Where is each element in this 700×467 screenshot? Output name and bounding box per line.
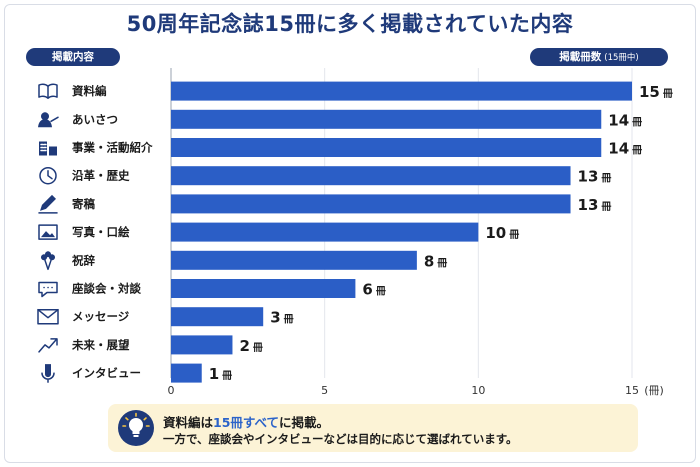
building-icon	[39, 141, 57, 156]
data-label-unit: 冊	[601, 173, 611, 185]
data-label-value: 6	[362, 281, 372, 299]
note-line-2: 一方で、座談会やインタビューなどは目的に応じて選ばれています。	[163, 432, 518, 446]
bar	[171, 307, 264, 327]
category-label: インタビュー	[72, 366, 141, 380]
bar	[171, 335, 233, 355]
bar	[171, 250, 417, 270]
data-label-value: 3	[270, 309, 280, 327]
bouquet-icon	[41, 251, 56, 271]
data-label-unit: 冊	[509, 229, 519, 241]
data-label: 10 冊	[485, 224, 519, 242]
bar	[171, 279, 356, 298]
category-label: 資料編	[72, 84, 107, 98]
mail-icon	[37, 308, 59, 325]
data-label-unit: 冊	[284, 314, 294, 326]
category-label: 祝辞	[72, 253, 95, 267]
bar	[171, 109, 602, 129]
tick-label: 10	[471, 384, 485, 397]
data-label-unit: 冊	[376, 286, 386, 298]
category-label: 未来・展望	[71, 338, 130, 352]
category-label: 事業・活動紹介	[72, 141, 153, 155]
bar	[171, 222, 479, 242]
category-label: 座談会・対談	[71, 282, 141, 296]
data-label-unit: 冊	[632, 145, 642, 157]
note-line-1-start: 資料編は	[163, 415, 214, 430]
trend-icon	[38, 338, 58, 353]
data-label-unit: 冊	[601, 201, 611, 213]
lightbulb-icon	[118, 410, 154, 446]
photo-icon	[38, 224, 58, 240]
microphone-icon	[41, 364, 55, 383]
data-label-value: 10	[485, 224, 506, 242]
note-line-1-end: に掲載。	[279, 415, 330, 430]
data-label-value: 13	[578, 196, 599, 214]
person-icon	[38, 112, 59, 128]
category-label: あいさつ	[72, 112, 118, 126]
tick-label: 0	[168, 384, 175, 397]
data-label-value: 8	[424, 252, 434, 270]
data-label-unit: 冊	[222, 370, 232, 382]
data-label: 13 冊	[578, 196, 612, 214]
pen-icon	[38, 194, 58, 214]
data-label-value: 13	[578, 168, 599, 186]
bar	[171, 363, 202, 383]
bar	[171, 138, 602, 157]
value-axis-header: 掲載冊数 (15冊中)	[530, 48, 668, 66]
data-label-value: 1	[209, 365, 219, 383]
bar	[171, 194, 571, 214]
note-highlight: 15冊すべて	[213, 415, 280, 430]
category-label: 写真・口絵	[72, 225, 130, 239]
bar	[171, 166, 571, 186]
data-label-unit: 冊	[632, 116, 642, 128]
category-label: 寄稿	[72, 197, 95, 211]
chat-icon	[38, 281, 58, 298]
book-icon	[38, 83, 58, 99]
summary-note: 資料編は15冊すべてに掲載。 一方で、座談会やインタビューなどは目的に応じて選ば…	[108, 404, 638, 452]
data-label-unit: 冊	[663, 88, 673, 100]
chart-title: 50周年記念誌15冊に多く掲載されていた内容	[126, 12, 574, 36]
data-label-value: 2	[239, 337, 249, 355]
value-axis-header-sub: (15冊中)	[604, 53, 639, 63]
category-axis-header: 掲載内容	[26, 48, 120, 66]
data-label-unit: 冊	[253, 342, 263, 354]
note-line-1: 資料編は15冊すべてに掲載。	[163, 412, 329, 431]
value-axis-header-label: 掲載冊数	[559, 51, 602, 63]
data-label-unit: 冊	[437, 257, 447, 269]
tick-label: 15	[625, 384, 639, 397]
clock-icon	[39, 167, 57, 185]
data-label-value: 14	[608, 111, 629, 129]
data-label: 14 冊	[608, 140, 642, 158]
data-label: 13 冊	[578, 168, 612, 186]
category-label: 沿革・歴史	[72, 169, 130, 183]
data-label-value: 14	[608, 140, 629, 158]
data-label-value: 15	[639, 83, 660, 101]
data-label: 14 冊	[608, 111, 642, 129]
x-unit-label: (冊)	[644, 384, 664, 397]
category-axis-header-label: 掲載内容	[52, 51, 94, 63]
data-label: 15 冊	[639, 83, 673, 101]
bar	[171, 81, 632, 101]
category-label: メッセージ	[72, 310, 130, 324]
tick-label: 5	[321, 384, 328, 397]
